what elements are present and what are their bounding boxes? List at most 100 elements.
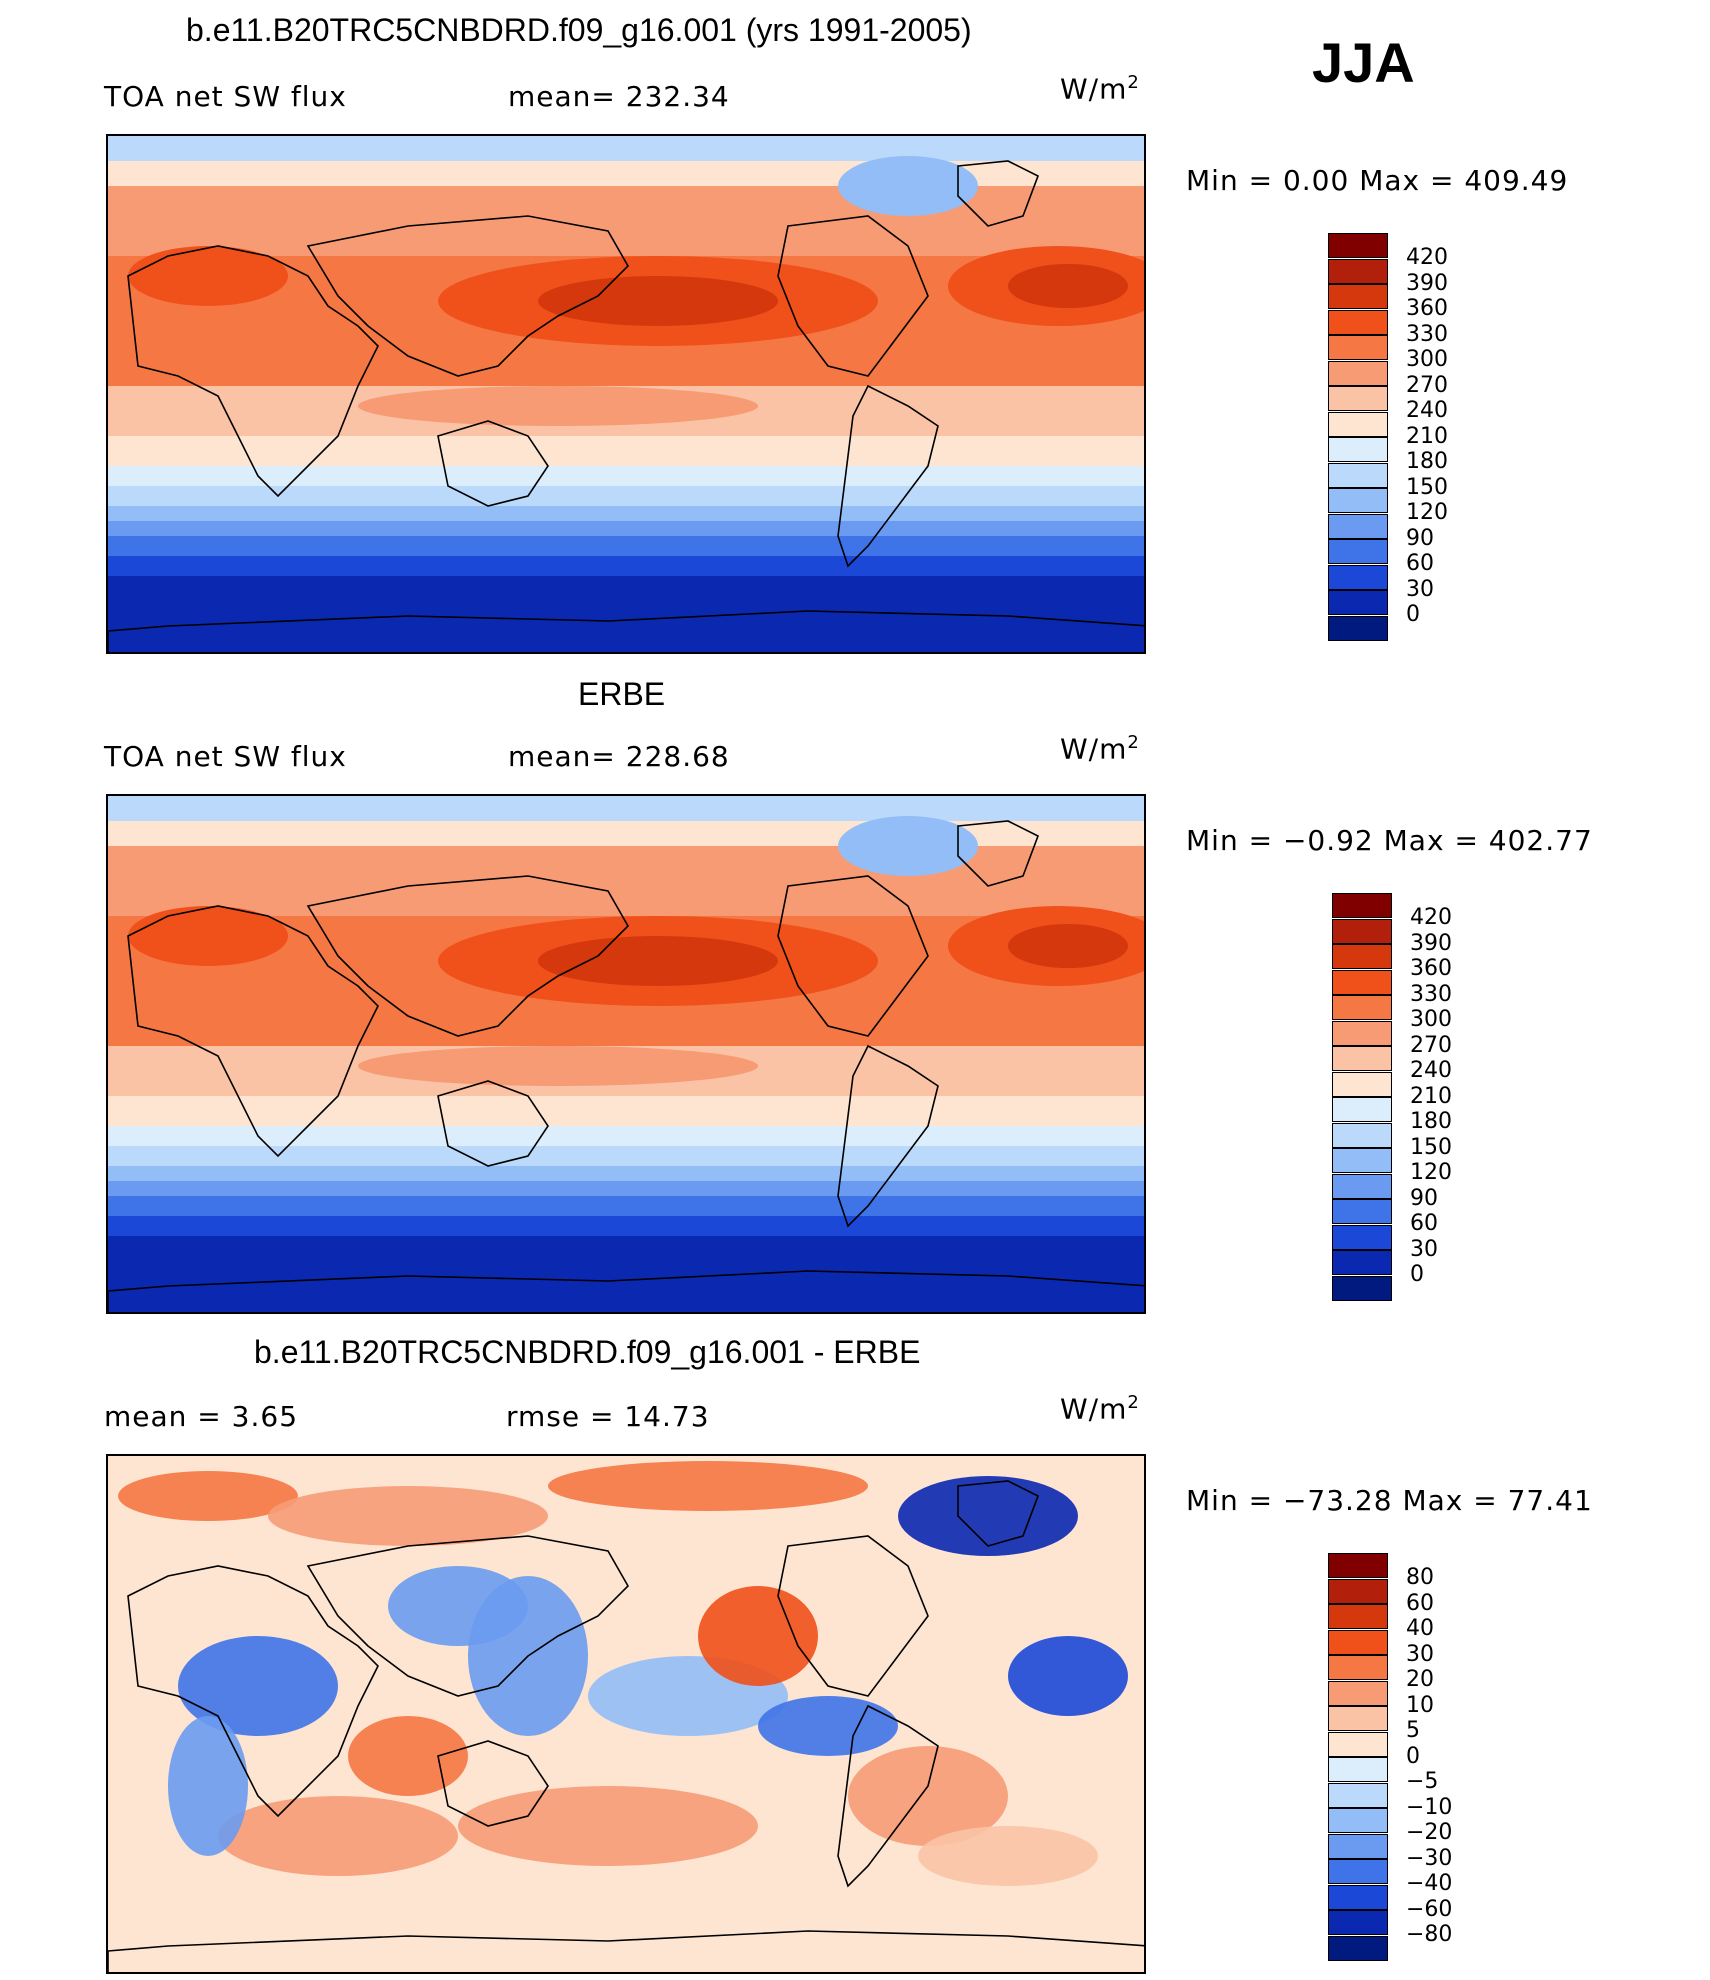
coastline <box>306 875 629 1037</box>
field-bands <box>108 1456 1144 1972</box>
colorbar-box <box>1328 1680 1388 1706</box>
colorbar-box <box>1332 1173 1392 1199</box>
minmax-label: Min = −0.92 Max = 402.77 <box>1186 824 1593 857</box>
colorbar-box <box>1332 969 1392 995</box>
colorbar-box <box>1328 1808 1388 1833</box>
panel-title: ERBE <box>578 676 666 712</box>
colorbar-tick-label: 180 <box>1410 1109 1452 1134</box>
colorbar-box <box>1328 1910 1388 1935</box>
colorbar-box <box>1328 386 1388 411</box>
units-label: W/m2 <box>1060 1392 1140 1426</box>
coastlines <box>108 160 1144 652</box>
field-svg <box>108 796 1144 1312</box>
colorbar-box <box>1332 1071 1392 1097</box>
colorbar-box <box>1328 1731 1388 1757</box>
colorbar-box <box>1328 437 1388 462</box>
coastline <box>437 420 549 507</box>
colorbar-box <box>1328 1629 1388 1655</box>
coastline <box>957 160 1040 227</box>
colorbar-tick-label: 330 <box>1410 981 1452 1007</box>
coastline <box>957 1480 1040 1547</box>
colorbar-tick-label: 330 <box>1406 321 1448 347</box>
coastline <box>108 1930 1144 1972</box>
field-bands <box>108 136 1144 652</box>
coastline <box>957 820 1040 887</box>
mean-label: mean = 3.65 <box>104 1400 299 1433</box>
colorbar-box <box>1328 284 1388 309</box>
colorbar-tick-label: 420 <box>1406 245 1448 270</box>
map-plot <box>106 134 1146 654</box>
colorbar-tick-label: 20 <box>1406 1667 1434 1692</box>
colorbar-box <box>1332 1275 1392 1301</box>
field-bands <box>108 796 1144 1312</box>
units-label: W/m2 <box>1060 72 1140 106</box>
colorbar-box <box>1328 1859 1388 1884</box>
colorbar-tick-label: 180 <box>1406 449 1448 474</box>
minmax-label: Min = −73.28 Max = 77.41 <box>1186 1484 1593 1517</box>
colorbar-box <box>1332 944 1392 969</box>
colorbar-tick-label: 0 <box>1406 1743 1420 1769</box>
colorbar-box <box>1328 462 1388 488</box>
coastline <box>437 1080 549 1167</box>
panel-title: b.e11.B20TRC5CNBDRD.f09_g16.001 - ERBE <box>254 1334 921 1370</box>
colorbar-tick-label: 240 <box>1406 398 1448 423</box>
colorbar-tick-label: 150 <box>1410 1134 1452 1160</box>
colorbar-box <box>1328 1604 1388 1629</box>
colorbar-tick-label: 210 <box>1406 423 1448 449</box>
colorbar-box <box>1332 1097 1392 1122</box>
colorbar-box <box>1328 564 1388 590</box>
colorbar-box <box>1328 309 1388 335</box>
colorbar-tick-label: −40 <box>1406 1871 1453 1896</box>
colorbar-box <box>1328 513 1388 539</box>
colorbar-tick-label: 270 <box>1406 372 1448 398</box>
colorbar-tick-label: −60 <box>1406 1896 1453 1922</box>
colorbar-box <box>1328 1833 1388 1859</box>
colorbar-tick-label: 30 <box>1410 1236 1438 1262</box>
colorbar-box <box>1332 1199 1392 1224</box>
colorbar-tick-label: −80 <box>1406 1922 1453 1947</box>
units-label: W/m2 <box>1060 732 1140 766</box>
map-plot <box>106 1454 1146 1974</box>
colorbar-tick-label: 240 <box>1410 1058 1452 1083</box>
coastline <box>127 1565 379 1818</box>
coastline <box>108 610 1144 652</box>
colorbar-box <box>1328 1578 1388 1604</box>
colorbar-tick-label: 390 <box>1410 930 1452 956</box>
colorbar-tick-label: 90 <box>1406 525 1434 551</box>
colorbar-box <box>1332 1122 1392 1148</box>
colorbar-box <box>1328 539 1388 564</box>
colorbar-tick-label: 150 <box>1406 474 1448 500</box>
colorbar-tick-label: 120 <box>1406 500 1448 525</box>
coastline <box>837 384 939 568</box>
colorbar-tick-label: 360 <box>1410 956 1452 981</box>
colorbar-tick-label: 390 <box>1406 270 1448 296</box>
colorbar-tick-label: −5 <box>1406 1769 1439 1794</box>
colorbar-box <box>1328 1655 1388 1680</box>
coastline <box>777 1535 929 1697</box>
colorbar-box <box>1328 615 1388 641</box>
minmax-label: Min = 0.00 Max = 409.49 <box>1186 164 1569 197</box>
colorbar-tick-label: 0 <box>1406 602 1420 627</box>
colorbar-box <box>1328 1884 1388 1910</box>
coastlines <box>108 820 1144 1312</box>
field-svg <box>108 136 1144 652</box>
map-plot <box>106 794 1146 1314</box>
colorbar-box <box>1328 590 1388 615</box>
colorbar-box <box>1328 258 1388 284</box>
colorbar-tick-label: 270 <box>1410 1032 1452 1058</box>
coastline <box>306 1535 629 1697</box>
colorbar-tick-label: 80 <box>1406 1565 1434 1590</box>
colorbar-box <box>1328 1757 1388 1782</box>
colorbar-box <box>1328 488 1388 513</box>
colorbar-box <box>1328 360 1388 386</box>
panel-model: b.e11.B20TRC5CNBDRD.f09_g16.001 (yrs 199… <box>0 0 1710 660</box>
panel-title: b.e11.B20TRC5CNBDRD.f09_g16.001 (yrs 199… <box>186 12 972 48</box>
colorbar-tick-label: 300 <box>1410 1007 1452 1032</box>
colorbar-box <box>1332 1148 1392 1173</box>
colorbar-tick-label: 60 <box>1406 1590 1434 1616</box>
colorbar-box <box>1328 1706 1388 1731</box>
colorbar-box <box>1332 1046 1392 1071</box>
colorbar-box <box>1328 233 1388 258</box>
coastline <box>837 1044 939 1228</box>
coastline <box>108 1270 1144 1312</box>
